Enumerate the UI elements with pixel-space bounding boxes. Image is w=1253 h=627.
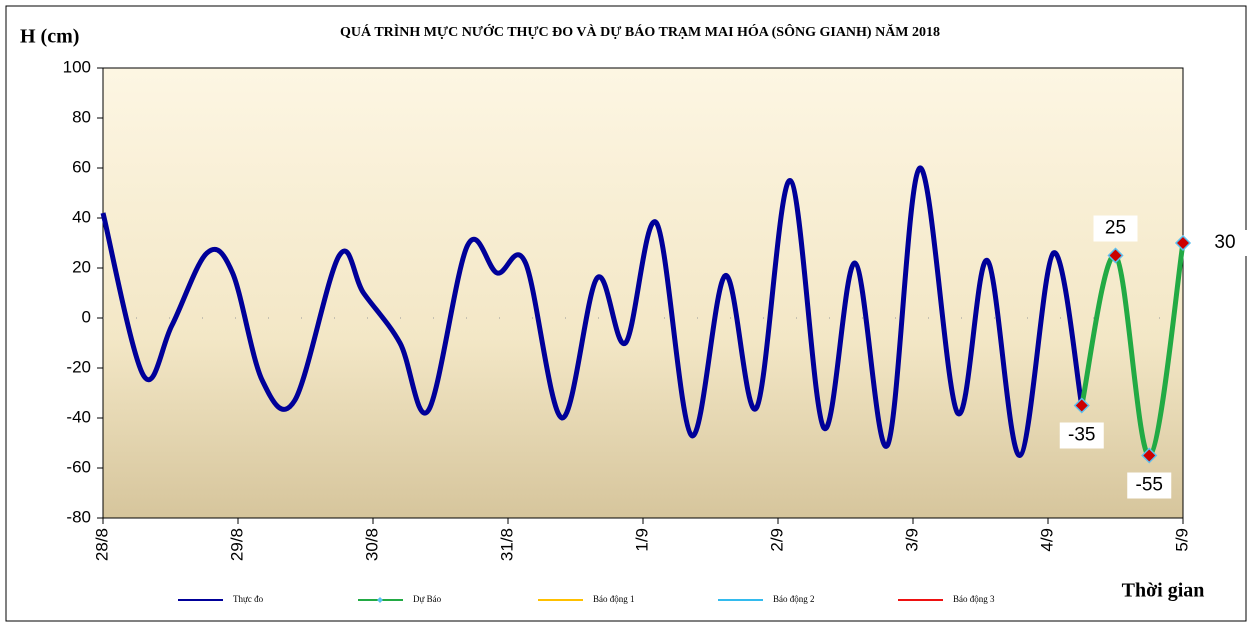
y-tick-label: 100 (63, 57, 91, 76)
y-tick-label: 60 (72, 157, 91, 176)
y-tick-label: -20 (66, 357, 91, 376)
data-label-box (1127, 472, 1172, 499)
legend-label: Dự Báo (413, 594, 442, 604)
x-tick-label: 29/8 (227, 528, 246, 561)
x-tick-label: 1/9 (632, 528, 651, 552)
data-label-box (1059, 422, 1104, 449)
x-axis-label: Thời gian (1122, 580, 1205, 602)
legend-label: Thực đo (233, 594, 264, 604)
y-tick-label: 20 (72, 257, 91, 276)
marker (1107, 247, 1124, 264)
y-tick-label: -40 (66, 407, 91, 426)
plot-area (102, 67, 1184, 519)
chart-title: QUÁ TRÌNH MỰC NƯỚC THỰC ĐO VÀ DỰ BÁO TRẠ… (340, 23, 940, 40)
data-label: -55 (1136, 475, 1163, 496)
legend-label: Báo động 3 (953, 594, 995, 604)
data-label: 30 (1214, 232, 1235, 253)
y-tick-label: -60 (66, 457, 91, 476)
legend-label: Báo động 2 (773, 594, 815, 604)
x-tick-label: 5/9 (1172, 528, 1191, 552)
series-line (1079, 242, 1186, 459)
legend-label: Báo động 1 (593, 594, 635, 604)
legend-marker (377, 597, 383, 603)
x-tick-label: 28/8 (92, 528, 111, 561)
y-tick-label: 80 (72, 107, 91, 126)
data-label: 25 (1105, 218, 1126, 239)
marker (1141, 447, 1158, 464)
marker (1073, 397, 1090, 414)
y-axis-label: H (cm) (20, 26, 79, 48)
x-tick-label: 30/8 (362, 528, 381, 561)
x-tick-label: 31/8 (497, 528, 516, 561)
y-tick-label: 40 (72, 207, 91, 226)
x-tick-label: 4/9 (1037, 528, 1056, 552)
x-tick-label: 3/9 (902, 528, 921, 552)
x-tick-label: 2/9 (767, 528, 786, 552)
series-line (100, 165, 1085, 459)
data-label: -35 (1068, 425, 1095, 446)
y-tick-label: 0 (82, 307, 91, 326)
marker (1174, 234, 1192, 252)
data-label-box (1203, 230, 1247, 256)
y-tick-label: -80 (66, 507, 91, 526)
data-label-box (1093, 215, 1138, 242)
